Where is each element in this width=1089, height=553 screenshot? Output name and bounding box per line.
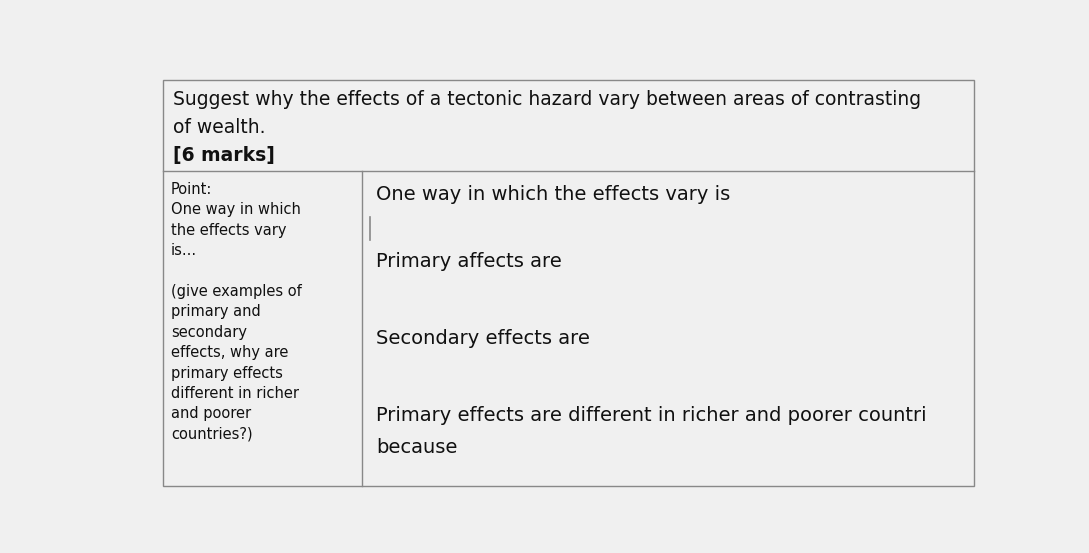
Text: Suggest why the effects of a tectonic hazard vary between areas of contrasting: Suggest why the effects of a tectonic ha… [172, 90, 920, 109]
Text: [6 marks]: [6 marks] [172, 147, 274, 165]
Text: Primary effects are different in richer and poorer countri: Primary effects are different in richer … [376, 406, 927, 425]
Text: countries?): countries?) [171, 427, 253, 442]
Text: One way in which: One way in which [171, 202, 301, 217]
Text: primary and: primary and [171, 304, 260, 319]
Text: is...: is... [171, 243, 197, 258]
Text: (give examples of: (give examples of [171, 284, 302, 299]
Text: primary effects: primary effects [171, 366, 283, 380]
Text: One way in which the effects vary is: One way in which the effects vary is [376, 185, 730, 204]
Text: the effects vary: the effects vary [171, 223, 286, 238]
Text: Primary affects are: Primary affects are [376, 252, 562, 271]
Text: and poorer: and poorer [171, 406, 252, 421]
Text: secondary: secondary [171, 325, 247, 340]
Text: effects, why are: effects, why are [171, 345, 289, 360]
Text: because: because [376, 439, 457, 457]
Text: of wealth.: of wealth. [172, 118, 265, 137]
Text: different in richer: different in richer [171, 386, 299, 401]
Text: Secondary effects are: Secondary effects are [376, 329, 589, 348]
Text: Point:: Point: [171, 182, 212, 197]
